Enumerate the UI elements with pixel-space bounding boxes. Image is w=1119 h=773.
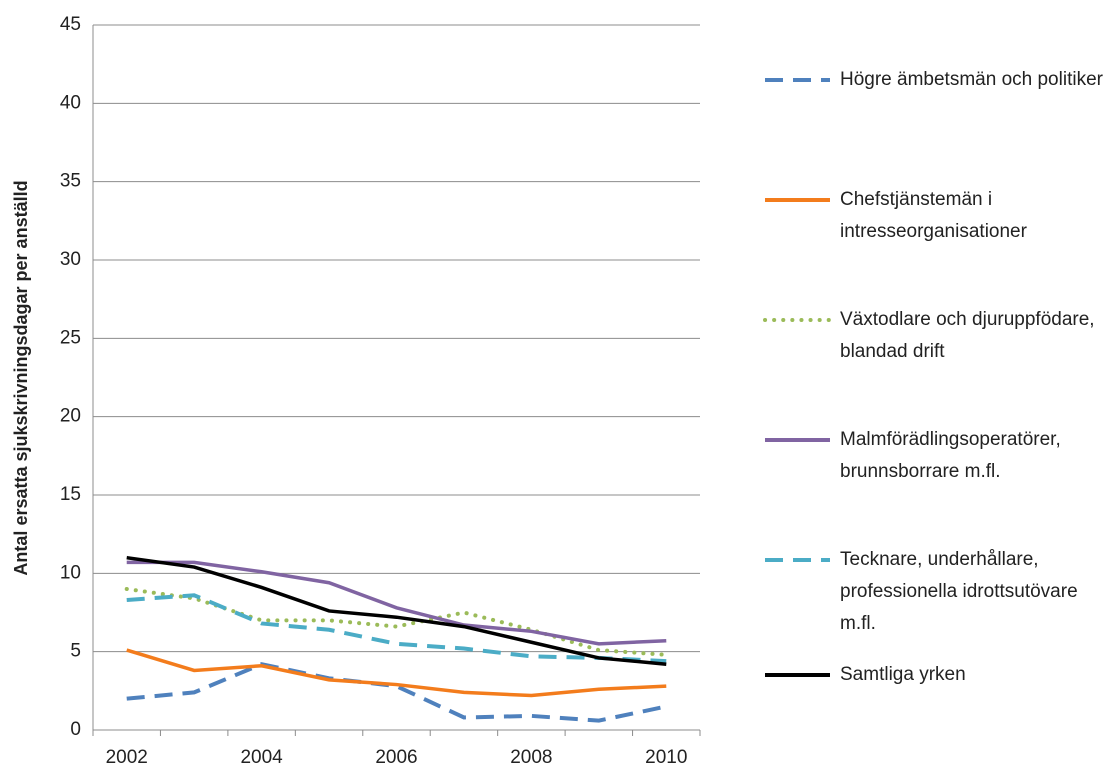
y-tick-label: 15 <box>60 484 81 505</box>
y-tick-label: 10 <box>60 562 81 583</box>
legend-label: Chefstjänstemän i intresseorganisationer <box>840 189 1027 242</box>
series-line <box>126 555 667 666</box>
series-line <box>124 587 669 657</box>
series-line <box>126 560 667 646</box>
y-tick-label: 0 <box>70 719 81 740</box>
x-tick-label: 2008 <box>510 747 552 768</box>
series-line <box>126 648 667 698</box>
legend-label: Samtliga yrken <box>840 664 966 685</box>
x-tick-label: 2006 <box>375 747 417 768</box>
y-tick-label: 5 <box>70 641 81 662</box>
y-axis-label: Antal ersatta sjukskrivningsdagar per an… <box>11 180 31 575</box>
y-tick-label: 45 <box>60 14 81 35</box>
x-tick-label: 2004 <box>240 747 283 768</box>
legend-label: Tecknare, underhållare, professionella i… <box>840 549 1078 634</box>
y-tick-label: 20 <box>60 406 81 427</box>
y-tick-label: 35 <box>60 171 81 192</box>
y-tick-label: 25 <box>60 327 81 348</box>
y-tick-label: 40 <box>60 92 81 113</box>
series-line <box>126 593 667 664</box>
y-tick-label: 30 <box>60 249 81 270</box>
series-line <box>126 662 667 723</box>
legend-label: Växtodlare och djuruppfödare, blandad dr… <box>840 309 1095 362</box>
x-tick-label: 2010 <box>645 747 687 768</box>
x-tick-label: 2002 <box>106 747 148 768</box>
legend-label: Malmförädlingsoperatörer, brunnsborrare … <box>840 429 1061 482</box>
legend-label: Högre ämbetsmän och politiker <box>840 69 1103 90</box>
